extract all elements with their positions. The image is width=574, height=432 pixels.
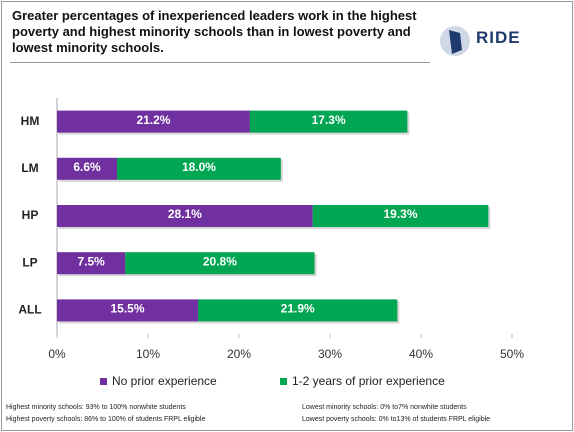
value-label: 20.8%	[203, 254, 237, 268]
y-tick-label: HP	[22, 208, 39, 222]
value-label: 21.2%	[136, 113, 170, 127]
value-label: 6.6%	[73, 160, 101, 174]
bar	[57, 299, 199, 322]
x-tick-label: 50%	[500, 347, 524, 361]
x-tick-label: 0%	[48, 347, 66, 361]
note: Highest minority schools: 93% to 100% no…	[6, 404, 186, 411]
bar	[198, 299, 398, 322]
bar	[57, 110, 250, 133]
x-tick-label: 10%	[136, 347, 160, 361]
bar	[57, 205, 313, 227]
bar	[125, 252, 315, 275]
bar	[117, 157, 281, 180]
value-label: 28.1%	[168, 207, 202, 221]
bar	[249, 110, 408, 133]
title-rule	[10, 62, 430, 63]
y-tick-label: HM	[21, 114, 40, 128]
legend-label: 1-2 years of prior experience	[292, 374, 445, 388]
bar	[312, 205, 489, 227]
logo-icon	[440, 26, 470, 56]
y-tick-label: ALL	[18, 303, 41, 317]
y-tick-label: LM	[21, 161, 38, 175]
legend-label: No prior experience	[112, 374, 217, 388]
bar	[57, 157, 118, 180]
value-label: 17.3%	[312, 113, 346, 127]
note: Highest poverty schools: 86% to 100% of …	[6, 416, 206, 423]
y-tick-label: LP	[22, 255, 37, 269]
value-label: 21.9%	[281, 302, 315, 316]
value-label: 18.0%	[182, 160, 216, 174]
x-tick-label: 40%	[409, 347, 433, 361]
value-label: 7.5%	[77, 254, 105, 268]
x-tick-label: 30%	[318, 347, 342, 361]
x-tick-label: 20%	[227, 347, 251, 361]
value-label: 19.3%	[384, 207, 418, 221]
note: Lowest minority schools: 0% to7% nonwhit…	[302, 404, 467, 411]
bar	[57, 252, 126, 275]
note: Lowest poverty schools: 0% to13% of stud…	[302, 416, 491, 423]
logo: RIDE	[476, 28, 521, 47]
chart-title: Greater percentages of inexperienced lea…	[12, 8, 417, 55]
legend-swatch	[100, 378, 107, 385]
legend-swatch	[280, 378, 287, 385]
value-label: 15.5%	[111, 302, 145, 316]
